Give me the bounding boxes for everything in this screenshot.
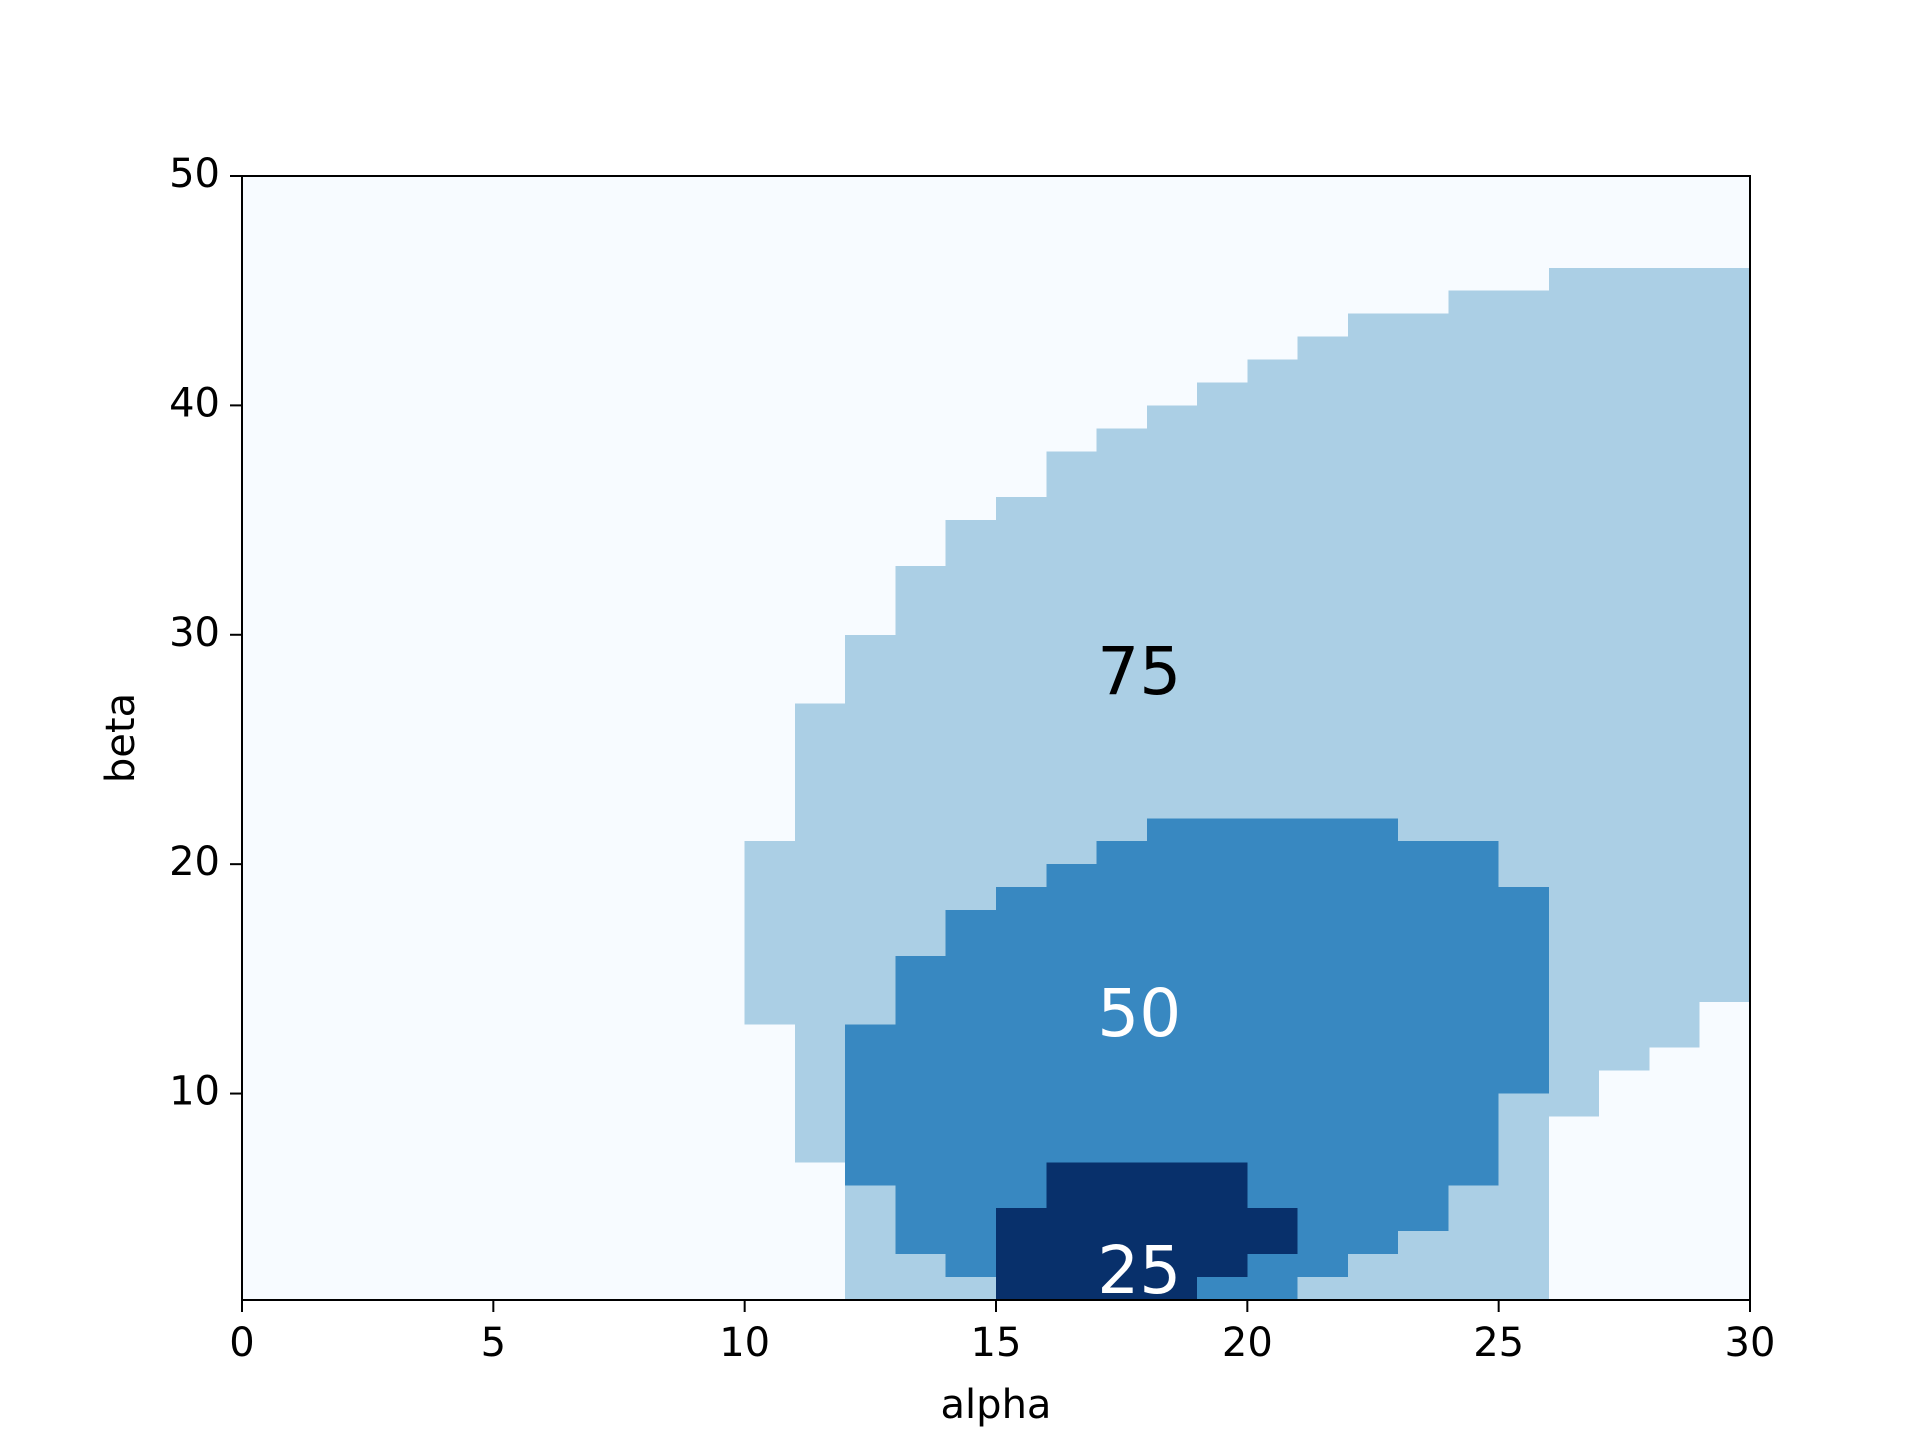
y-tick-label: 30 (169, 610, 220, 656)
heatmap-cell-level-75 (895, 1254, 946, 1300)
x-axis-label: alpha (941, 1382, 1052, 1428)
x-tick-label: 15 (971, 1320, 1022, 1366)
heatmap-cell-level-75 (1297, 1277, 1348, 1300)
y-tick-label: 40 (169, 380, 220, 426)
y-tick-label: 50 (169, 151, 220, 197)
heatmap-cell-level-75 (794, 703, 846, 1163)
heatmap-cell-level-0 (1699, 1001, 1750, 1300)
region-label-50: 50 (1097, 975, 1181, 1052)
heatmap-cell-level-50 (845, 1024, 896, 1186)
heatmap-cell-level-75 (845, 1185, 896, 1300)
region-label-25: 25 (1097, 1232, 1181, 1309)
axes: 0 5 10 15 20 25 30 10 20 30 40 50 (169, 151, 1775, 1366)
x-tick-label: 0 (229, 1320, 254, 1366)
plot-area: 75 50 25 (242, 176, 1750, 1309)
heatmap-cell-level-0 (1649, 1047, 1700, 1300)
x-tick-label: 30 (1725, 1320, 1776, 1366)
heatmap-cell-level-0 (1599, 1070, 1650, 1300)
heatmap-cell-level-25 (996, 1208, 1047, 1300)
heatmap-cell-level-0 (1548, 1116, 1600, 1300)
heatmap-cell-level-75 (1448, 1185, 1499, 1300)
heatmap-cell-level-50 (895, 955, 946, 1255)
x-tick-label: 5 (481, 1320, 506, 1366)
heatmap-cell-level-75 (945, 1277, 996, 1300)
heatmap-cell-level-75 (1398, 1231, 1449, 1300)
y-tick-label: 20 (169, 839, 220, 885)
heatmap-cell-level-25 (1046, 1162, 1198, 1300)
region-label-75: 75 (1097, 633, 1181, 710)
y-axis-label: beta (98, 693, 144, 783)
x-tick-label: 20 (1222, 1320, 1273, 1366)
y-tick-label: 10 (169, 1069, 220, 1115)
x-tick-label: 10 (719, 1320, 770, 1366)
heatmap-cell-level-75 (1347, 1254, 1399, 1300)
x-tick-label: 25 (1473, 1320, 1524, 1366)
heatmap-cell-level-50 (945, 910, 996, 1300)
heatmap-cell-level-25 (1247, 1208, 1298, 1255)
heatmap-cell-level-75 (744, 841, 795, 1025)
heatmap-cell-level-25 (1197, 1162, 1248, 1278)
heatmap-cell-level-75 (1498, 1093, 1549, 1300)
